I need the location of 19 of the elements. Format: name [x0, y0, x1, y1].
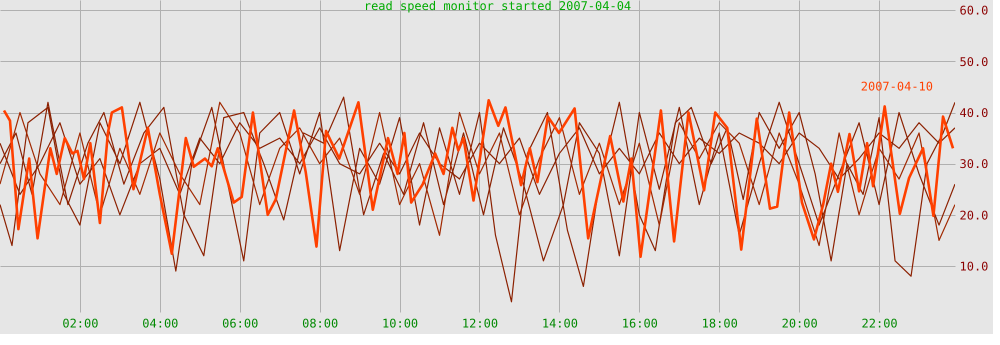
- x-tick-label: 16:00: [622, 316, 658, 330]
- x-tick-label: 20:00: [782, 316, 818, 330]
- x-tick-label: 12:00: [462, 316, 498, 330]
- x-tick-label: 04:00: [142, 316, 178, 330]
- y-tick-label: 60.0: [960, 4, 988, 18]
- x-tick-label: 06:00: [222, 316, 258, 330]
- x-tick-label: 22:00: [862, 316, 898, 330]
- x-tick-label: 02:00: [62, 316, 98, 330]
- y-tick-label: 10.0: [960, 259, 988, 274]
- y-tick-label: 50.0: [960, 54, 988, 69]
- y-tick-label: 40.0: [960, 106, 988, 120]
- y-tick-label: 20.0: [960, 208, 988, 222]
- x-tick-label: 18:00: [702, 316, 738, 330]
- series-label: 2007-04-10: [860, 79, 933, 94]
- chart-title: read speed monitor started 2007-04-04: [364, 0, 632, 13]
- x-tick-label: 14:00: [542, 316, 578, 330]
- x-tick-label: 10:00: [382, 316, 418, 330]
- y-tick-label: 30.0: [960, 157, 988, 172]
- x-tick-label: 08:00: [302, 316, 338, 330]
